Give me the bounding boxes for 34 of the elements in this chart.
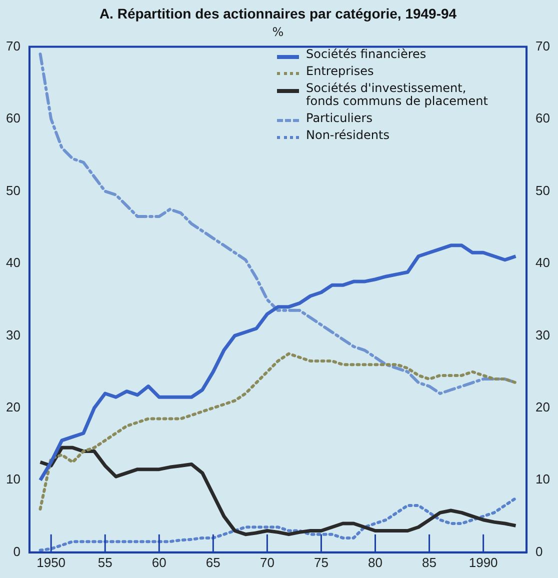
y-tick-label: 20 — [6, 400, 20, 415]
legend-label: Particuliers — [306, 111, 372, 126]
x-tick-label: 80 — [368, 554, 382, 570]
y2-tick-label: 60 — [536, 110, 550, 126]
y-tick-label: 50 — [6, 182, 20, 198]
x-tick-label: 85 — [422, 554, 437, 570]
y-tick-label: 10 — [6, 472, 20, 487]
x-tick-label: 1950 — [36, 554, 66, 570]
x-tick-label: 55 — [98, 554, 112, 570]
x-tick-label: 1990 — [468, 554, 498, 570]
x-tick-label: 60 — [152, 554, 166, 570]
chart-title: A. Répartition des actionnaires par catégorie, 1949-94 — [99, 5, 457, 22]
legend-label: Entreprises — [306, 64, 374, 79]
chart-subtitle: % — [272, 24, 284, 39]
line-series — [38, 352, 518, 511]
y-tick-label: 0 — [13, 544, 20, 559]
legend-label: Sociétés financières — [306, 47, 426, 62]
y-tick-label: 60 — [6, 110, 20, 126]
x-tick-label: 65 — [206, 554, 220, 570]
line-series — [38, 496, 518, 552]
x-tick-label: 75 — [314, 554, 328, 570]
y-tick-label: 40 — [6, 255, 20, 270]
y2-tick-label: 70 — [536, 38, 550, 54]
y-tick-label: 30 — [6, 327, 20, 342]
y2-tick-label: 20 — [536, 400, 550, 415]
y2-tick-label: 40 — [536, 255, 550, 270]
legend-label: Non-résidents — [306, 128, 390, 143]
y-tick-label: 70 — [6, 38, 20, 54]
y2-tick-label: 0 — [536, 544, 543, 559]
legend-label: Sociétés d'investissement, fonds communs de placement — [306, 80, 489, 110]
y2-tick-label: 50 — [536, 182, 550, 198]
y2-tick-label: 30 — [536, 327, 550, 342]
y2-tick-label: 10 — [536, 472, 550, 487]
x-tick-label: 70 — [260, 554, 274, 570]
